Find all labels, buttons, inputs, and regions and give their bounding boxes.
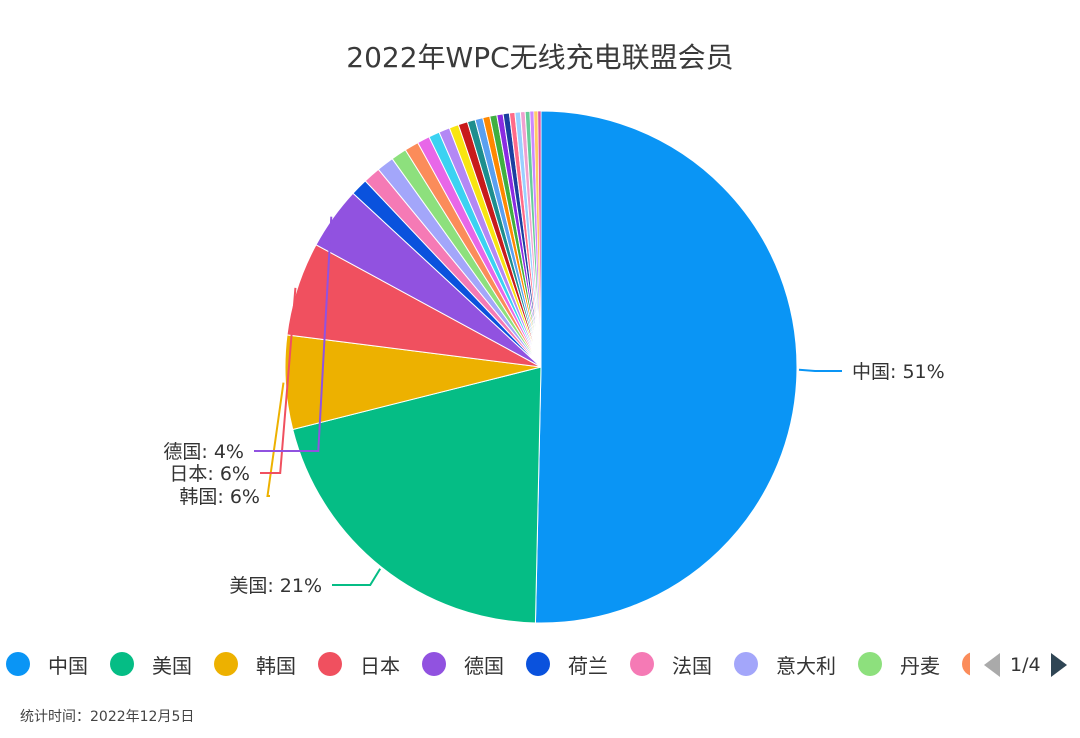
legend-item-德国[interactable]: 德国: [422, 648, 504, 680]
legend-marker-icon: [526, 652, 550, 676]
legend-label: 意大利: [776, 653, 836, 678]
pager-next-icon[interactable]: [1050, 653, 1067, 677]
legend-marker-icon: [734, 652, 758, 676]
leader-line-日本: [260, 287, 297, 474]
legend-item-中国[interactable]: 中国: [6, 648, 88, 680]
pie-slice-中国[interactable]: [534, 110, 798, 624]
leader-line-美国: [332, 568, 382, 586]
pie-slice-27[interactable]: [537, 110, 542, 368]
legend-item-美国[interactable]: 美国: [110, 648, 192, 680]
leader-line-韩国: [266, 382, 285, 497]
legend-marker-icon: [630, 652, 654, 676]
legend-marker-icon: [6, 652, 30, 676]
slice-label-美国: 美国: 21%: [229, 575, 322, 597]
legend-marker-icon: [110, 652, 134, 676]
legend-marker-icon: [422, 652, 446, 676]
slice-label-日本: 日本: 6%: [169, 463, 250, 485]
legend-item-意大利[interactable]: 意大利: [734, 648, 836, 680]
leader-line-德国: [254, 216, 333, 452]
legend-marker-icon: [962, 652, 970, 676]
legend-item-荷兰[interactable]: 荷兰: [526, 648, 608, 680]
legend-label: 丹麦: [900, 653, 940, 678]
legend-item-9[interactable]: [962, 648, 970, 680]
legend-item-韩国[interactable]: 韩国: [214, 648, 296, 680]
slice-label-中国: 中国: 51%: [852, 361, 945, 383]
legend-label: 荷兰: [568, 653, 608, 678]
legend-label: 中国: [48, 653, 88, 678]
legend-label: 美国: [152, 653, 192, 678]
pie-chart: 中国: 51% 美国: 21% 韩国: 6%日本: 6%德国: 4%: [163, 110, 945, 624]
legend-label: 日本: [360, 653, 400, 678]
leader-line-中国: [798, 368, 842, 372]
legend-label: 德国: [464, 653, 504, 678]
legend-item-日本[interactable]: 日本: [318, 648, 400, 680]
pager-prev-icon[interactable]: [984, 653, 1000, 677]
legend-marker-icon: [318, 652, 342, 676]
legend-marker-icon: [858, 652, 882, 676]
slice-label-德国: 德国: 4%: [163, 441, 244, 463]
pager-page-indicator: 1/4: [1010, 654, 1041, 676]
chart-title: 2022年WPC无线充电联盟会员: [346, 41, 734, 74]
legend-marker-icon: [214, 652, 238, 676]
legend: 中国 美国 韩国 日本 德国 荷兰 法国 意大利 丹麦: [6, 648, 970, 680]
footnote: 统计时间：2022年12月5日: [20, 709, 195, 725]
slice-label-韩国: 韩国: 6%: [179, 486, 260, 508]
legend-item-法国[interactable]: 法国: [630, 648, 712, 680]
legend-label: 韩国: [256, 653, 296, 678]
legend-item-丹麦[interactable]: 丹麦: [858, 648, 940, 680]
legend-pager: 1/4: [984, 650, 1067, 680]
legend-label: 法国: [672, 653, 712, 678]
pie-slice-美国[interactable]: [292, 366, 542, 624]
